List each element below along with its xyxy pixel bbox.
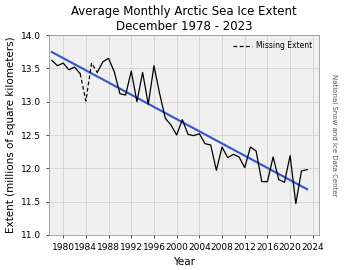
Y-axis label: Extent (millions of square kilometers): Extent (millions of square kilometers) (6, 37, 16, 233)
Legend: Missing Extent: Missing Extent (231, 39, 315, 52)
Text: National Snow and Ice Data Center: National Snow and Ice Data Center (331, 74, 337, 196)
X-axis label: Year: Year (173, 257, 195, 267)
Title: Average Monthly Arctic Sea Ice Extent
December 1978 - 2023: Average Monthly Arctic Sea Ice Extent De… (71, 5, 297, 33)
